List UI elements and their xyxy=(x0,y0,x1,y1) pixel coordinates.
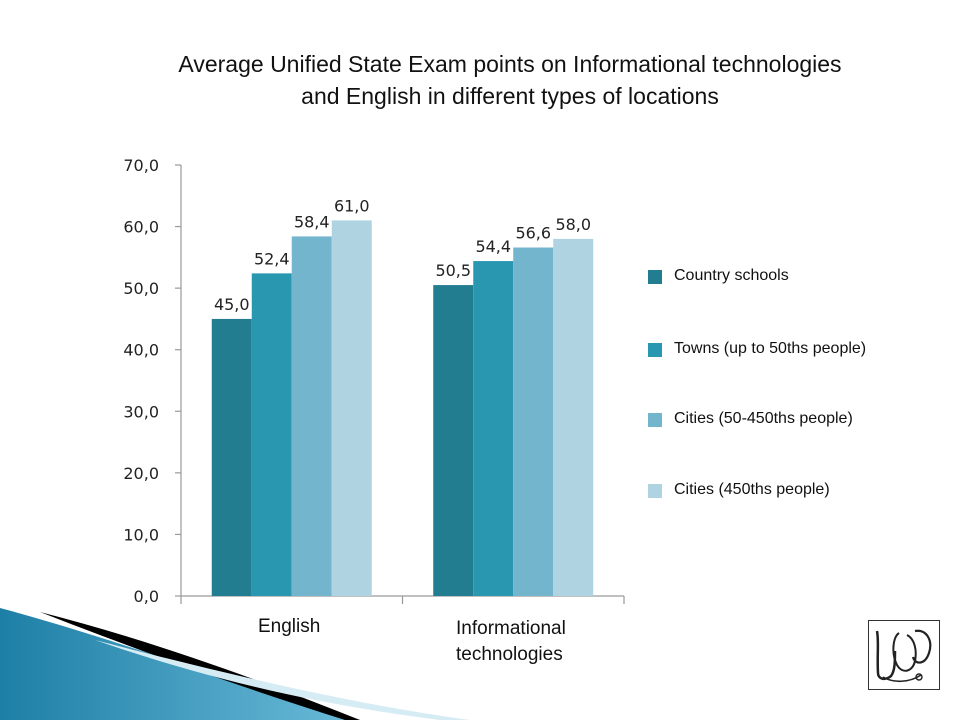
legend-swatch xyxy=(648,343,662,357)
chart-title-line-1: Average Unified State Exam points on Inf… xyxy=(178,51,842,77)
y-tick-label: 50,0 xyxy=(123,279,159,298)
bar xyxy=(211,318,252,596)
x-category-label-line: English xyxy=(258,616,321,637)
bar xyxy=(251,273,292,596)
chart-data-labels: 45,0 52,458,461,0 50,554,456,6 58,0 xyxy=(214,196,591,314)
legend-label: Cities (50-450ths people) xyxy=(674,410,853,427)
x-category-label-line: Informational xyxy=(456,618,566,639)
bar-data-label: 52,4 xyxy=(254,249,290,268)
legend-item: Cities (50-450ths people) xyxy=(646,407,956,431)
chart-title-line-2: and English in different types of locati… xyxy=(301,83,719,109)
legend-swatch xyxy=(648,484,662,498)
legend-swatch xyxy=(648,413,662,427)
legend-item: Towns (up to 50ths people) xyxy=(646,337,956,361)
bar xyxy=(513,247,554,596)
x-category-label: English xyxy=(258,614,320,640)
legend-label: Towns (up to 50ths people) xyxy=(674,340,867,357)
legend-item: Cities (450ths people) xyxy=(646,478,956,502)
bar xyxy=(331,220,372,596)
bar-data-label: 50,5 xyxy=(435,261,471,280)
bar-data-label: 58,4 xyxy=(294,212,330,231)
bar xyxy=(433,285,474,596)
chart-axes: 0,0 10,0 20,0 30,0 40,0 50,0 60,0 70,0 xyxy=(123,156,625,606)
logo xyxy=(868,620,940,690)
bar-data-label: 45,0 xyxy=(214,295,250,314)
y-tick-label: 0,0 xyxy=(134,587,159,606)
bar-data-label: 56,6 xyxy=(515,224,551,243)
bar xyxy=(553,238,594,596)
x-category-label: Informational technologies xyxy=(456,616,566,668)
bar-data-label: 54,4 xyxy=(475,237,511,256)
legend-label: Country schools xyxy=(674,267,789,284)
bar-data-label: 61,0 xyxy=(334,196,370,215)
legend-label: Cities (450ths people) xyxy=(674,481,830,498)
x-category-label-line: technologies xyxy=(456,644,563,665)
y-tick-label: 60,0 xyxy=(123,218,159,237)
chart-bars xyxy=(211,220,594,596)
bar xyxy=(473,261,514,596)
legend-swatch xyxy=(648,270,662,284)
y-tick-label: 20,0 xyxy=(123,464,159,483)
y-tick-label: 30,0 xyxy=(123,402,159,421)
bar xyxy=(291,236,332,596)
bar-data-label: 58,0 xyxy=(555,215,591,234)
y-tick-label: 10,0 xyxy=(123,525,159,544)
chart-title: Average Unified State Exam points on Inf… xyxy=(60,48,960,112)
y-tick-label: 40,0 xyxy=(123,341,159,360)
y-tick-label: 70,0 xyxy=(123,156,159,175)
logo-emblem-icon xyxy=(875,629,932,683)
legend-item: Country schools xyxy=(646,264,956,288)
